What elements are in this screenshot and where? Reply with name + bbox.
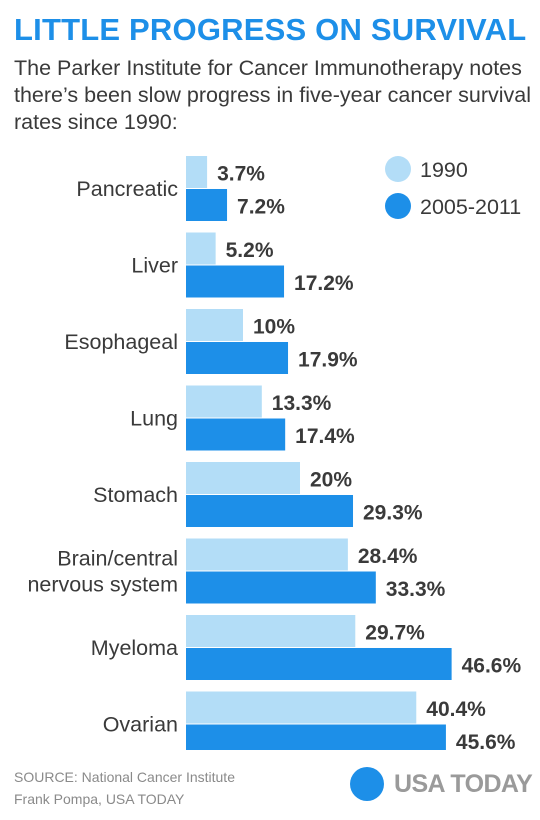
category-label: Lung (130, 407, 178, 431)
data-label: 17.2% (294, 272, 354, 295)
bar-2005-2011 (186, 571, 376, 604)
bar-2005-2011 (186, 418, 286, 451)
data-label: 17.9% (298, 349, 358, 372)
data-label: 5.2% (226, 239, 274, 262)
chart-title: LITTLE PROGRESS ON SURVIVAL (14, 12, 527, 47)
bar-1990 (186, 538, 348, 571)
data-label: 10% (253, 316, 295, 339)
bar-2005-2011 (186, 495, 354, 527)
bar-1990 (186, 615, 356, 647)
usa-today-logo: USA TODAY (350, 766, 533, 802)
legend-label: 1990 (420, 158, 468, 182)
data-label: 29.7% (365, 622, 425, 645)
category-label-line: Pancreatic (76, 177, 178, 201)
data-label: 46.6% (462, 655, 522, 678)
source-note: SOURCE: National Cancer Institute Frank … (14, 766, 235, 810)
legend-swatch-icon (385, 156, 411, 182)
data-label: 3.7% (217, 163, 265, 186)
data-label: 28.4% (358, 545, 418, 568)
bar-1990 (186, 309, 243, 341)
category-label-line: Esophageal (64, 330, 178, 354)
category-label: Pancreatic (76, 177, 178, 201)
bar-2005-2011 (186, 189, 228, 221)
data-label: 13.3% (272, 392, 332, 415)
data-label: 33.3% (386, 578, 446, 601)
data-label: 45.6% (456, 731, 516, 750)
legend-swatch-icon (385, 193, 411, 219)
logo-text: USA TODAY (394, 769, 533, 798)
category-label: Liver (131, 254, 178, 278)
bar-2005-2011 (186, 648, 452, 680)
data-label: 7.2% (237, 196, 285, 219)
logo-dot-icon (350, 767, 384, 801)
category-label-line: Ovarian (103, 713, 178, 737)
legend-label: 2005-2011 (420, 195, 521, 219)
category-label-line: Stomach (93, 483, 178, 507)
data-label: 17.4% (295, 425, 355, 448)
category-label: Myeloma (91, 636, 178, 660)
bar-2005-2011 (186, 724, 446, 750)
chart-subtitle: The Parker Institute for Cancer Immunoth… (14, 56, 532, 134)
data-label: 29.3% (363, 502, 423, 525)
data-label: 20% (310, 469, 352, 492)
bar-2005-2011 (186, 342, 289, 374)
bar-chart: Pancreatic 3.7% 7.2% Liver 5.2% 17.2% Esophage… (27, 156, 522, 750)
source-text: SOURCE: National Cancer Institute (14, 769, 235, 785)
bar-1990 (186, 156, 208, 188)
bar-1990 (186, 385, 262, 418)
category-label-line: Myeloma (91, 636, 178, 660)
category-label-line: Lung (130, 407, 178, 431)
category-label-line: nervous system (27, 573, 178, 597)
category-label: Brain/central nervous system (27, 547, 178, 597)
category-label: Esophageal (64, 330, 178, 354)
bar-2005-2011 (186, 265, 285, 298)
bar-1990 (186, 691, 417, 724)
category-label-line: Liver (131, 254, 178, 278)
category-label-line: Brain/central (57, 547, 178, 571)
category-label: Ovarian (103, 713, 178, 737)
category-label: Stomach (93, 483, 178, 507)
credit-text: Frank Pompa, USA TODAY (14, 791, 185, 807)
bar-1990 (186, 462, 300, 494)
data-label: 40.4% (426, 698, 486, 721)
bar-1990 (186, 232, 216, 265)
